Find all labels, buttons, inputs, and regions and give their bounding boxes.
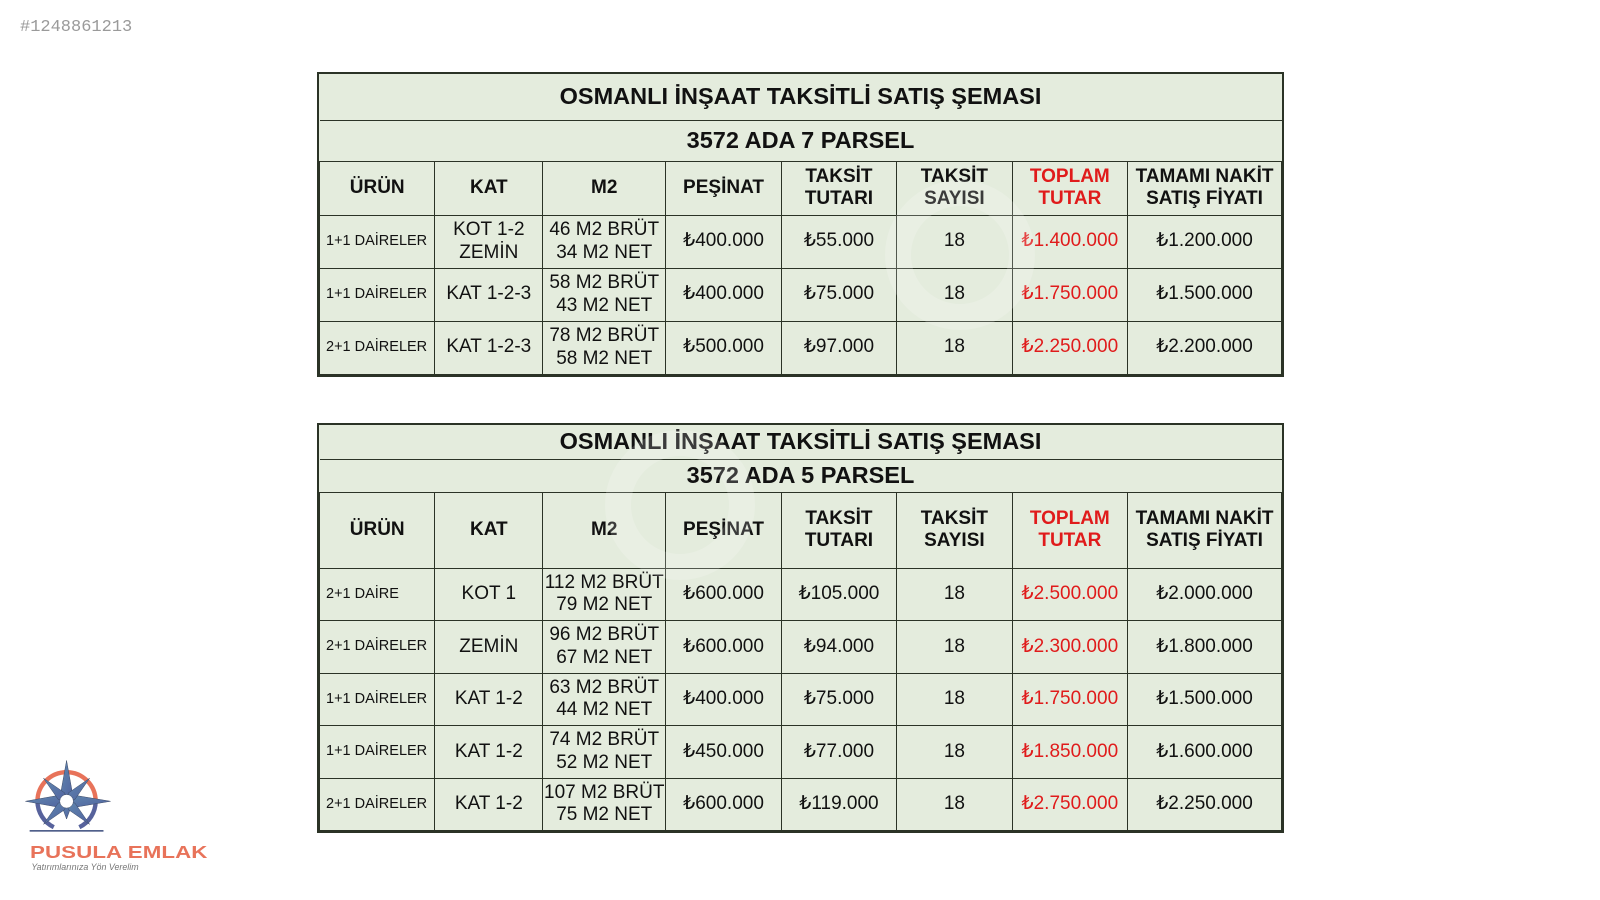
svg-text:Yatırımlarınıza Yön Verelim: Yatırımlarınıza Yön Verelim (31, 862, 138, 872)
svg-text:PUSULA EMLAK: PUSULA EMLAK (30, 842, 208, 862)
